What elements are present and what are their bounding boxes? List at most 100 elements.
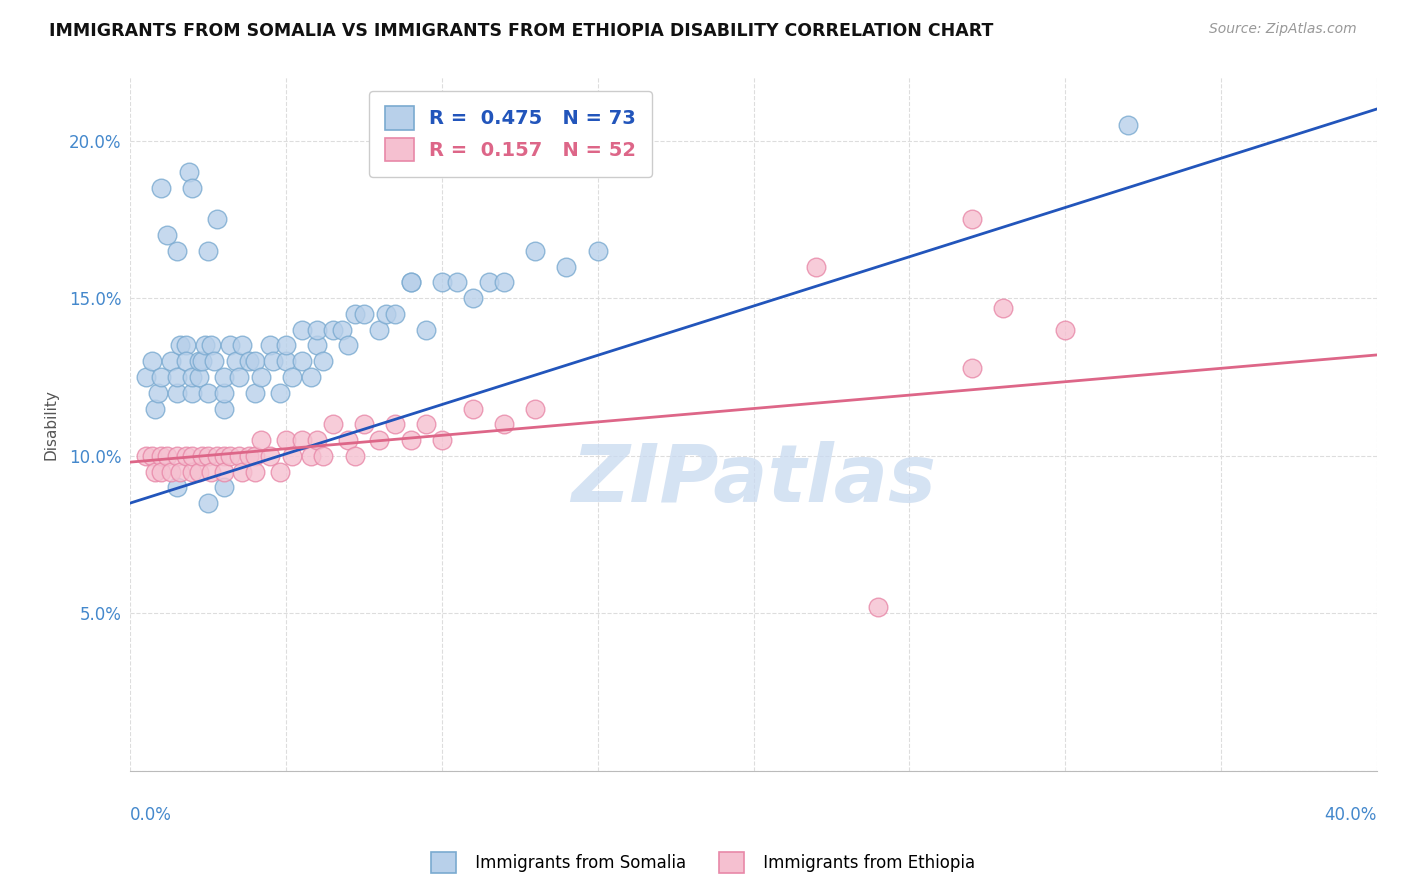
Point	[243, 465, 266, 479]
Point	[181, 385, 204, 400]
Point	[461, 291, 484, 305]
Point	[446, 276, 468, 290]
Point	[156, 449, 179, 463]
Point	[238, 449, 260, 463]
Point	[274, 338, 297, 352]
Legend: R =  0.475   N = 73, R =  0.157   N = 52: R = 0.475 N = 73, R = 0.157 N = 52	[368, 91, 652, 177]
Point	[461, 401, 484, 416]
Point	[141, 449, 163, 463]
Point	[156, 228, 179, 243]
Point	[1116, 118, 1139, 132]
Point	[343, 449, 366, 463]
Point	[166, 449, 188, 463]
Point	[218, 449, 240, 463]
Point	[238, 354, 260, 368]
Point	[868, 600, 890, 615]
Point	[212, 401, 235, 416]
Point	[524, 244, 547, 258]
Point	[166, 244, 188, 258]
Point	[166, 385, 188, 400]
Point	[250, 370, 273, 384]
Point	[143, 465, 166, 479]
Point	[337, 338, 360, 352]
Point	[243, 354, 266, 368]
Point	[159, 465, 181, 479]
Point	[143, 401, 166, 416]
Point	[174, 354, 197, 368]
Point	[274, 433, 297, 447]
Point	[194, 338, 217, 352]
Point	[274, 354, 297, 368]
Point	[231, 465, 253, 479]
Text: IMMIGRANTS FROM SOMALIA VS IMMIGRANTS FROM ETHIOPIA DISABILITY CORRELATION CHART: IMMIGRANTS FROM SOMALIA VS IMMIGRANTS FR…	[49, 22, 994, 40]
Point	[187, 370, 209, 384]
Point	[197, 449, 219, 463]
Point	[159, 354, 181, 368]
Point	[150, 449, 173, 463]
Point	[330, 323, 353, 337]
Point	[228, 449, 250, 463]
Point	[187, 465, 209, 479]
Point	[243, 385, 266, 400]
Point	[415, 417, 437, 432]
Legend:  Immigrants from Somalia,  Immigrants from Ethiopia: Immigrants from Somalia, Immigrants from…	[425, 846, 981, 880]
Point	[524, 401, 547, 416]
Point	[197, 385, 219, 400]
Point	[169, 338, 191, 352]
Point	[250, 433, 273, 447]
Point	[415, 323, 437, 337]
Point	[307, 338, 329, 352]
Point	[197, 496, 219, 510]
Point	[307, 433, 329, 447]
Point	[299, 449, 322, 463]
Point	[218, 338, 240, 352]
Point	[290, 433, 312, 447]
Point	[200, 465, 222, 479]
Point	[384, 417, 406, 432]
Point	[141, 354, 163, 368]
Point	[374, 307, 396, 321]
Point	[281, 449, 304, 463]
Point	[207, 212, 229, 227]
Point	[399, 433, 422, 447]
Point	[290, 323, 312, 337]
Point	[555, 260, 578, 274]
Text: 40.0%: 40.0%	[1324, 805, 1376, 824]
Point	[430, 433, 453, 447]
Point	[281, 370, 304, 384]
Point	[207, 449, 229, 463]
Point	[181, 449, 204, 463]
Point	[190, 449, 212, 463]
Point	[200, 338, 222, 352]
Point	[212, 465, 235, 479]
Point	[243, 449, 266, 463]
Point	[312, 354, 335, 368]
Text: Source: ZipAtlas.com: Source: ZipAtlas.com	[1209, 22, 1357, 37]
Point	[399, 276, 422, 290]
Point	[368, 323, 391, 337]
Point	[150, 181, 173, 195]
Point	[150, 370, 173, 384]
Point	[166, 370, 188, 384]
Point	[212, 385, 235, 400]
Point	[399, 276, 422, 290]
Point	[262, 354, 284, 368]
Point	[181, 465, 204, 479]
Point	[991, 301, 1014, 315]
Point	[1054, 323, 1077, 337]
Point	[494, 276, 516, 290]
Point	[353, 307, 375, 321]
Point	[212, 370, 235, 384]
Point	[477, 276, 499, 290]
Text: 0.0%: 0.0%	[131, 805, 172, 824]
Point	[212, 480, 235, 494]
Point	[174, 449, 197, 463]
Point	[231, 338, 253, 352]
Point	[179, 165, 201, 179]
Point	[269, 385, 291, 400]
Point	[586, 244, 609, 258]
Point	[259, 338, 281, 352]
Point	[150, 465, 173, 479]
Point	[228, 370, 250, 384]
Point	[146, 385, 169, 400]
